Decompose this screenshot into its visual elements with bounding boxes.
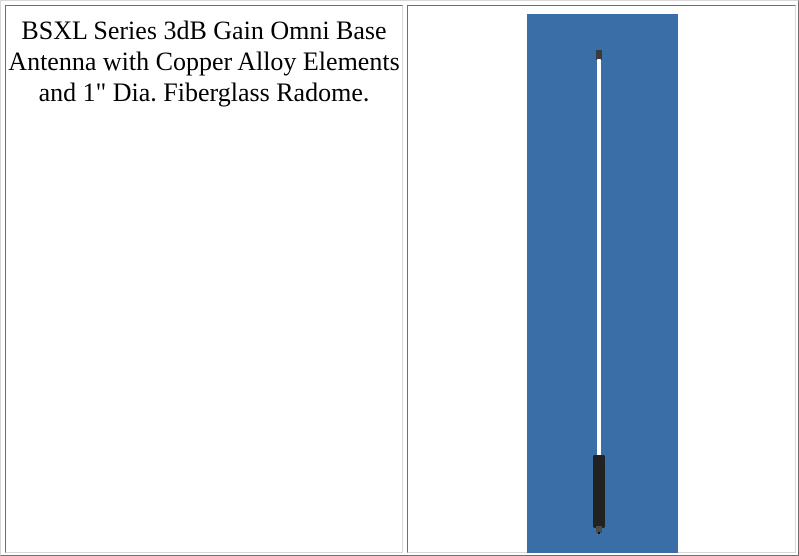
antenna-base xyxy=(593,455,605,528)
fiberglass-radome xyxy=(597,59,601,457)
antenna-image xyxy=(527,14,678,553)
connector-pin xyxy=(598,532,600,534)
image-cell xyxy=(407,5,796,553)
antenna-connector xyxy=(596,526,602,533)
description-cell: BSXL Series 3dB Gain Omni Base Antenna w… xyxy=(5,5,403,553)
antenna-photo xyxy=(527,14,678,553)
antenna-top-cap xyxy=(596,50,602,60)
product-description: BSXL Series 3dB Gain Omni Base Antenna w… xyxy=(8,16,400,108)
